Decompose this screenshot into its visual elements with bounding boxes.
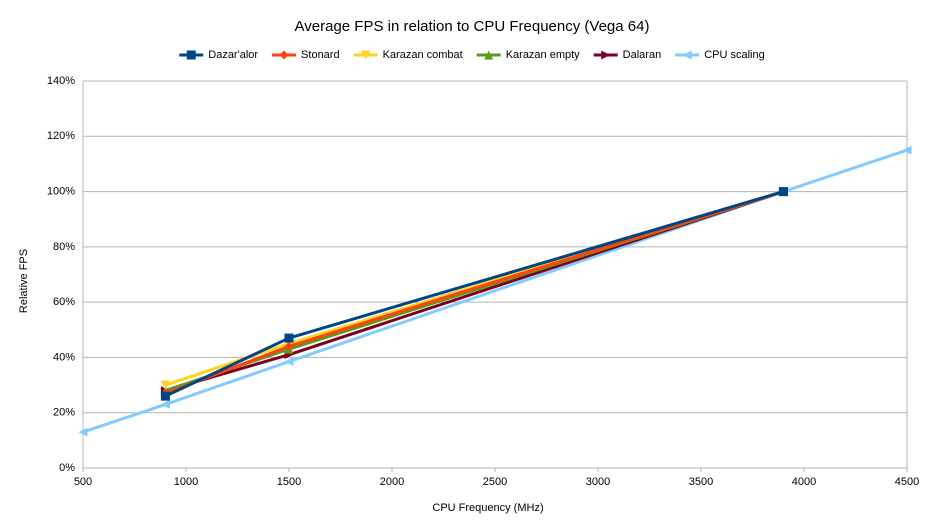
x-tick-label: 1500 xyxy=(277,476,301,488)
marker xyxy=(778,187,788,197)
marker xyxy=(284,357,294,367)
y-tick-label: 60% xyxy=(53,296,75,308)
y-tick-label: 100% xyxy=(47,185,75,197)
legend-marker xyxy=(601,50,611,60)
x-tick-label: 4500 xyxy=(895,476,919,488)
y-axis-label: Relative FPS xyxy=(18,249,30,313)
y-tick-label: 40% xyxy=(53,351,75,363)
marker xyxy=(902,145,912,155)
marker xyxy=(78,427,88,437)
x-axis-label: CPU Frequency (MHz) xyxy=(432,502,543,514)
marker xyxy=(284,333,294,343)
x-tick-label: 2000 xyxy=(380,476,404,488)
y-tick-label: 140% xyxy=(47,75,75,87)
marker xyxy=(284,341,294,351)
chart-title: Average FPS in relation to CPU Frequency… xyxy=(295,18,650,35)
legend-label: Dalaran xyxy=(623,49,662,61)
legend-label: Stonard xyxy=(301,49,340,61)
legend-marker xyxy=(361,50,371,60)
legend-marker xyxy=(186,50,196,60)
x-tick-label: 4000 xyxy=(792,476,816,488)
x-tick-label: 1000 xyxy=(174,476,198,488)
legend-marker xyxy=(682,50,692,60)
x-tick-label: 500 xyxy=(74,476,92,488)
legend-marker xyxy=(279,50,289,60)
marker xyxy=(160,380,170,390)
y-tick-label: 120% xyxy=(47,130,75,142)
legend-label: CPU scaling xyxy=(704,49,765,61)
y-tick-label: 80% xyxy=(53,241,75,253)
x-tick-label: 2500 xyxy=(483,476,507,488)
y-tick-label: 20% xyxy=(53,407,75,419)
marker xyxy=(160,399,170,409)
legend-label: Karazan empty xyxy=(506,49,580,61)
y-tick-label: 0% xyxy=(59,462,75,474)
x-tick-label: 3000 xyxy=(586,476,610,488)
legend-label: Karazan combat xyxy=(383,49,463,61)
legend-marker xyxy=(484,50,494,60)
x-tick-label: 3500 xyxy=(689,476,713,488)
legend-label: Dazar'alor xyxy=(208,49,258,61)
legend: Dazar'alor Stonard Karazan combat Karazan e… xyxy=(179,49,765,61)
marker xyxy=(160,391,170,401)
